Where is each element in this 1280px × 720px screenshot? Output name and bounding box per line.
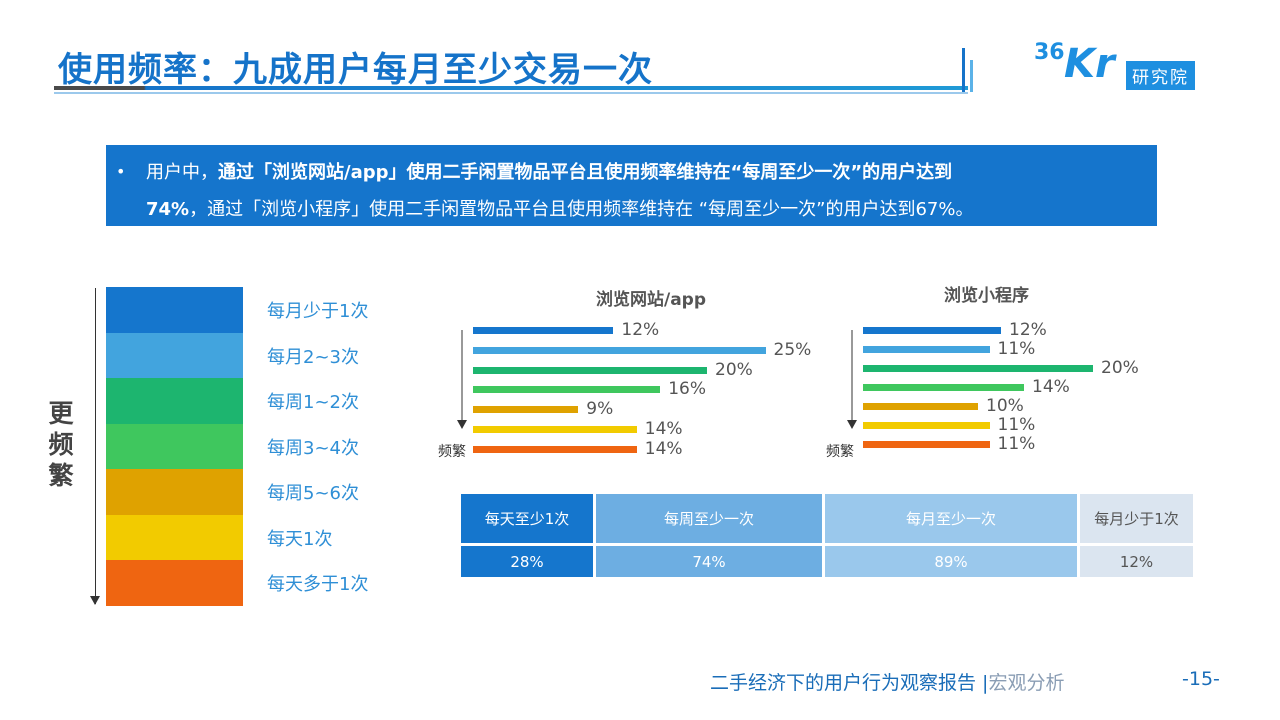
table-row: 28% 74% 89% 12%: [461, 546, 1193, 577]
table-header-cell: 每天至少1次: [461, 494, 593, 543]
side-label-char: 频: [48, 430, 74, 459]
bar: [473, 445, 637, 453]
chart-axis-label: 频繁: [438, 444, 466, 460]
bar-value-label: 25%: [773, 339, 812, 360]
side-label-char: 繁: [48, 461, 74, 490]
footer: 二手经济下的用户行为观察报告 |宏观分析: [710, 668, 1064, 695]
logo-kr: Kr: [1064, 41, 1115, 87]
legend-label: 每周5~6次: [267, 483, 359, 504]
table-header-cell: 每月少于1次: [1080, 494, 1193, 543]
chart-title: 浏览网站/app: [596, 290, 707, 310]
legend-label: 每月少于1次: [267, 301, 369, 322]
summary-box: • 用户中，通过「浏览网站/app」使用二手闲置物品平台且使用频率维持在“每周至…: [106, 145, 1157, 226]
bar-value-label: 11%: [997, 434, 1036, 454]
summary-text: 用户中，: [146, 162, 218, 183]
legend-label: 每周3~4次: [267, 437, 359, 459]
chart-title: 浏览小程序: [944, 286, 1029, 306]
frequency-table: 每天至少1次 每周至少一次 每月至少一次 每月少于1次 28% 74% 89% …: [458, 491, 1196, 580]
legend-swatch: [106, 469, 243, 515]
table-cell: 74%: [596, 546, 822, 577]
bar: [473, 426, 637, 433]
bullet-icon: •: [116, 162, 126, 181]
logo-tag: 研究院: [1126, 61, 1195, 90]
side-label-char: 更: [48, 399, 74, 428]
page-title: 使用频率：九成用户每月至少交易一次: [58, 50, 653, 90]
legend-swatch: [106, 560, 243, 606]
legend-swatch: [106, 378, 243, 424]
bar-value-label: 12%: [1009, 320, 1047, 340]
legend-swatch: [106, 332, 243, 379]
bar-value-label: 20%: [715, 359, 753, 380]
bar: [863, 384, 1024, 391]
summary-text-bold: 通过「浏览网站/app」使用二手闲置物品平台且使用频率维持在“每周至少一次”的用…: [218, 162, 953, 183]
legend-label: 每天多于1次: [267, 574, 369, 595]
bar: [863, 327, 1001, 334]
summary-text: ，通过「浏览小程序」使用二手闲置物品平台且使用频率维持在 “每周至少一次”的用户…: [189, 199, 974, 220]
page-number: -15-: [1182, 668, 1220, 690]
bar-value-label: 11%: [997, 415, 1036, 435]
table-cell: 12%: [1080, 546, 1193, 577]
bar-value-label: 14%: [644, 419, 683, 439]
frequency-arrow: [95, 288, 96, 604]
table-header-cell: 每周至少一次: [596, 494, 822, 543]
bar: [473, 346, 766, 354]
bar-value-label: 9%: [586, 399, 614, 420]
bar: [863, 346, 990, 353]
bar: [863, 441, 990, 448]
bar: [863, 403, 978, 410]
bar-value-label: 14%: [644, 438, 683, 459]
bar: [473, 327, 614, 334]
chart-axis-label: 频繁: [826, 444, 854, 460]
bar-value-label: 10%: [986, 396, 1024, 416]
legend-swatch: [106, 287, 243, 333]
bar-value-label: 16%: [668, 379, 706, 400]
table-header-row: 每天至少1次 每周至少一次 每月至少一次 每月少于1次: [461, 494, 1193, 543]
table-cell: 28%: [461, 546, 593, 577]
logo-number: 36: [1034, 40, 1065, 65]
table-cell: 89%: [825, 546, 1077, 577]
title-underline: [54, 86, 968, 90]
legend-swatch: [106, 514, 243, 561]
side-label: 更 频 繁: [44, 398, 78, 491]
footer-report-title: 二手经济下的用户行为观察报告: [710, 672, 983, 694]
legend-label: 每周1~2次: [267, 392, 359, 413]
arrow-down-icon: [847, 420, 857, 429]
arrow-down-icon: [90, 596, 100, 605]
bar-value-label: 20%: [1101, 358, 1139, 378]
footer-category: 宏观分析: [988, 672, 1065, 694]
bar: [863, 365, 1093, 372]
title-tick: [962, 48, 965, 92]
bar-value-label: 11%: [997, 339, 1036, 359]
legend-label: 每月2~3次: [267, 346, 359, 368]
title-tick: [970, 60, 973, 92]
table-header-cell: 每月至少一次: [825, 494, 1077, 543]
bar: [473, 386, 661, 394]
footer-separator: |: [982, 672, 989, 694]
summary-text-bold: 74%: [146, 199, 190, 220]
summary-line-1: 用户中，通过「浏览网站/app」使用二手闲置物品平台且使用频率维持在“每周至少一…: [146, 158, 952, 184]
bar: [473, 406, 579, 414]
bar: [473, 366, 707, 374]
title-underline-thin: [54, 92, 968, 94]
logo: 36 Kr 研究院: [1034, 40, 1209, 90]
bar: [863, 422, 990, 429]
arrow-down-icon: [457, 420, 467, 429]
bar-value-label: 12%: [621, 320, 660, 340]
legend-label: 每天1次: [267, 528, 333, 550]
summary-line-2: 74%，通过「浏览小程序」使用二手闲置物品平台且使用频率维持在 “每周至少一次”…: [146, 195, 973, 221]
bar-value-label: 14%: [1032, 377, 1070, 397]
legend-swatch: [106, 423, 243, 470]
